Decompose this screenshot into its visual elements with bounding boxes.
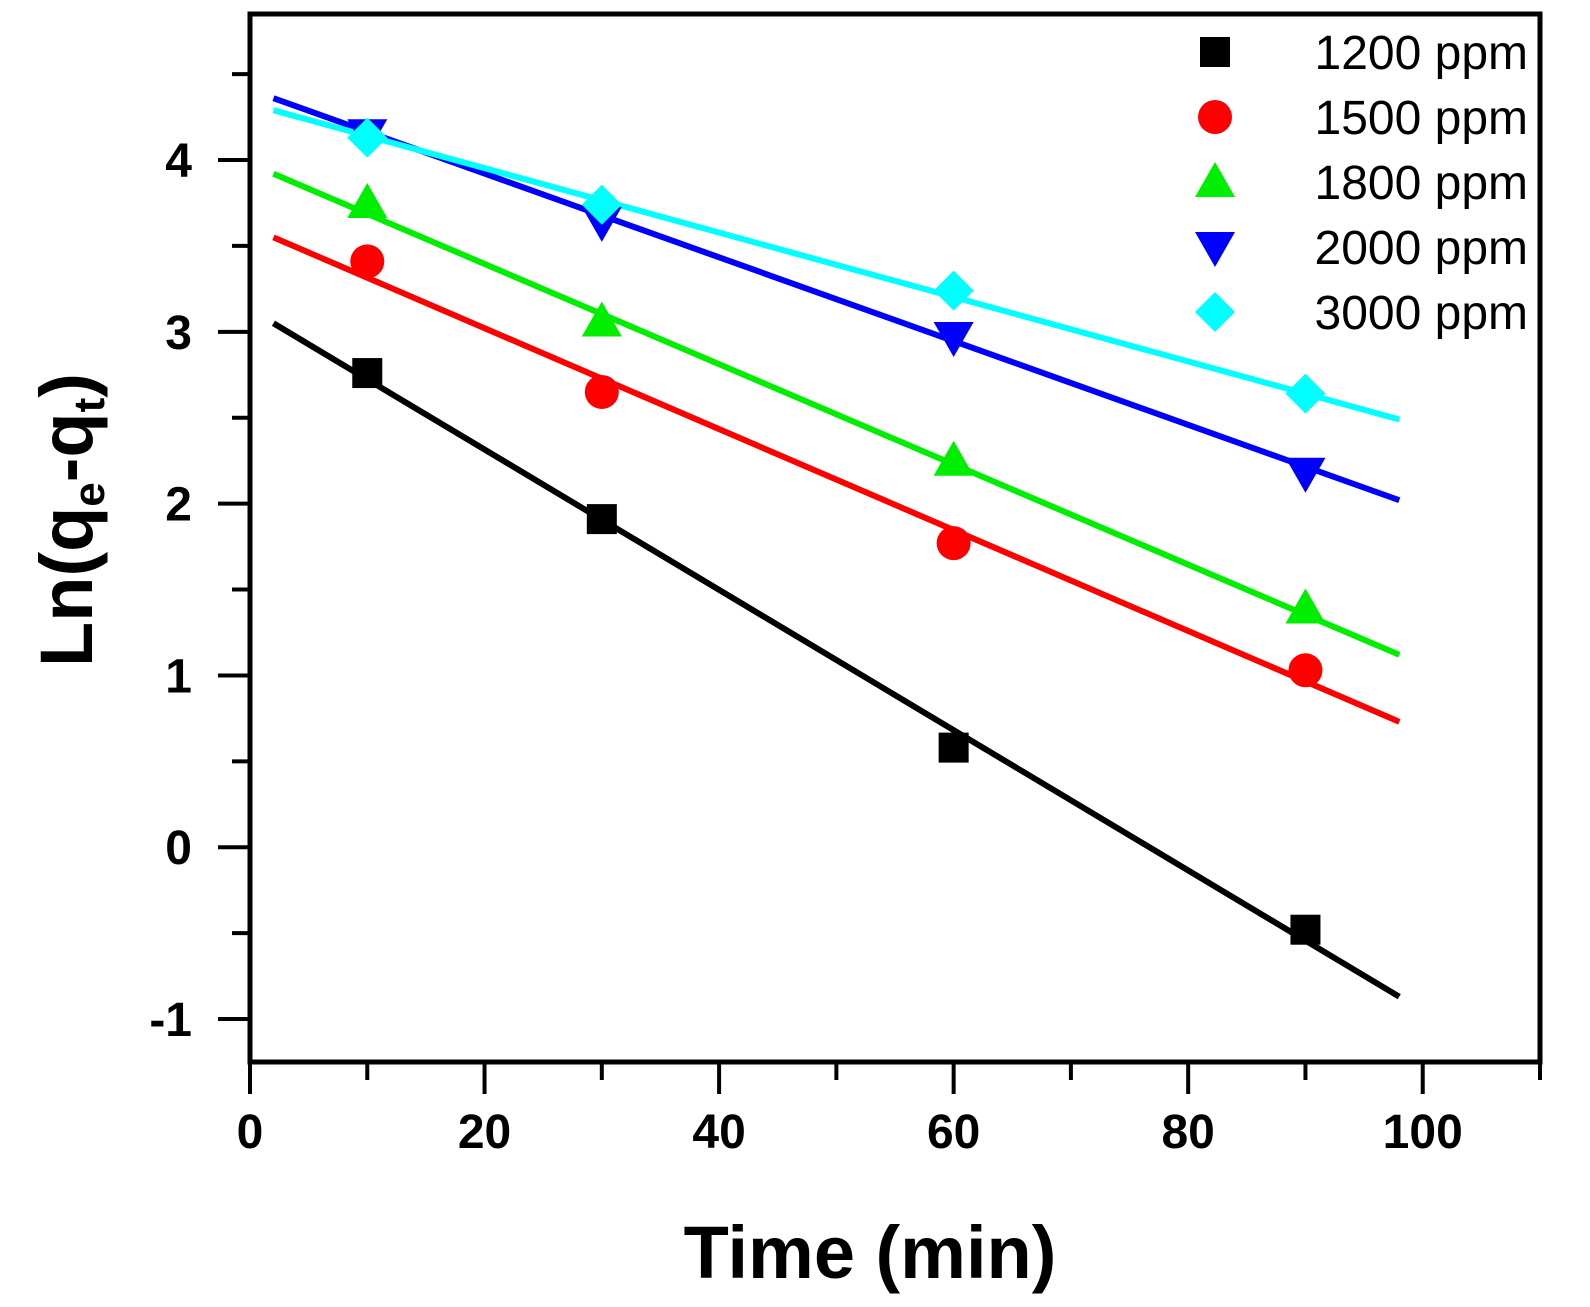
legend-marker-2 (1195, 162, 1235, 197)
y-tick-label: 2 (165, 479, 192, 532)
legend: 1200 ppm 1500 ppm 1800 ppm 2000 ppm 3000 ppm (1195, 27, 1528, 340)
legend-label-1: 1500 ppm (1315, 92, 1529, 145)
fit-line-1 (272, 234, 1401, 725)
data-point-s1-0 (350, 244, 385, 279)
legend-marker-3 (1195, 232, 1235, 267)
legend-label-4: 3000 ppm (1315, 287, 1529, 340)
y-tick-label: 3 (165, 307, 192, 360)
x-tick-label: 100 (1383, 1106, 1463, 1159)
x-tick-label: 20 (458, 1106, 511, 1159)
legend-label-2: 1800 ppm (1315, 157, 1529, 210)
data-point-s3-2 (933, 321, 974, 357)
data-point-s2-2 (933, 440, 974, 476)
data-point-s2-1 (581, 301, 622, 337)
data-point-s1-3 (1288, 653, 1323, 688)
data-point-s0-1 (586, 504, 617, 535)
x-axis-title: Time (min) (684, 1211, 1057, 1294)
plot-frame (247, 11, 1543, 1065)
data-point-s4-0 (347, 117, 388, 158)
legend-marker-0 (1200, 37, 1230, 67)
legend-marker-4 (1195, 292, 1235, 332)
legend-marker-1 (1198, 100, 1232, 134)
data-point-s4-2 (933, 270, 974, 311)
data-point-s4-3 (1285, 373, 1326, 414)
legend-label-0: 1200 ppm (1315, 27, 1529, 80)
data-point-s3-3 (1285, 457, 1326, 493)
plot-area (271, 95, 1401, 1000)
y-tick-label: 1 (165, 650, 192, 703)
data-point-s0-3 (1290, 914, 1321, 945)
fit-line-3 (272, 95, 1401, 504)
x-tick-label: 80 (1161, 1106, 1214, 1159)
data-point-s2-0 (347, 182, 388, 218)
data-point-s2-3 (1285, 588, 1326, 624)
fit-line-4 (272, 107, 1401, 423)
x-tick-label: 40 (692, 1106, 745, 1159)
legend-label-3: 2000 ppm (1315, 222, 1529, 275)
y-axis-title: Ln(qe-qt) (25, 373, 114, 667)
data-point-s0-0 (352, 358, 383, 389)
x-tick-label: 60 (927, 1106, 980, 1159)
fit-line-2 (272, 171, 1401, 658)
y-tick-label: -1 (149, 994, 192, 1047)
data-point-s0-2 (938, 732, 969, 763)
x-tick-label: 0 (237, 1106, 264, 1159)
fit-line-0 (271, 320, 1401, 1000)
data-point-s4-1 (581, 184, 622, 225)
y-tick-label: 0 (165, 822, 192, 875)
data-point-s1-1 (584, 374, 619, 409)
axes: 0 20 40 60 80 100 -1 0 1 2 3 4 (149, 11, 1543, 1159)
data-point-s1-2 (936, 526, 971, 561)
y-tick-label: 4 (165, 135, 192, 188)
